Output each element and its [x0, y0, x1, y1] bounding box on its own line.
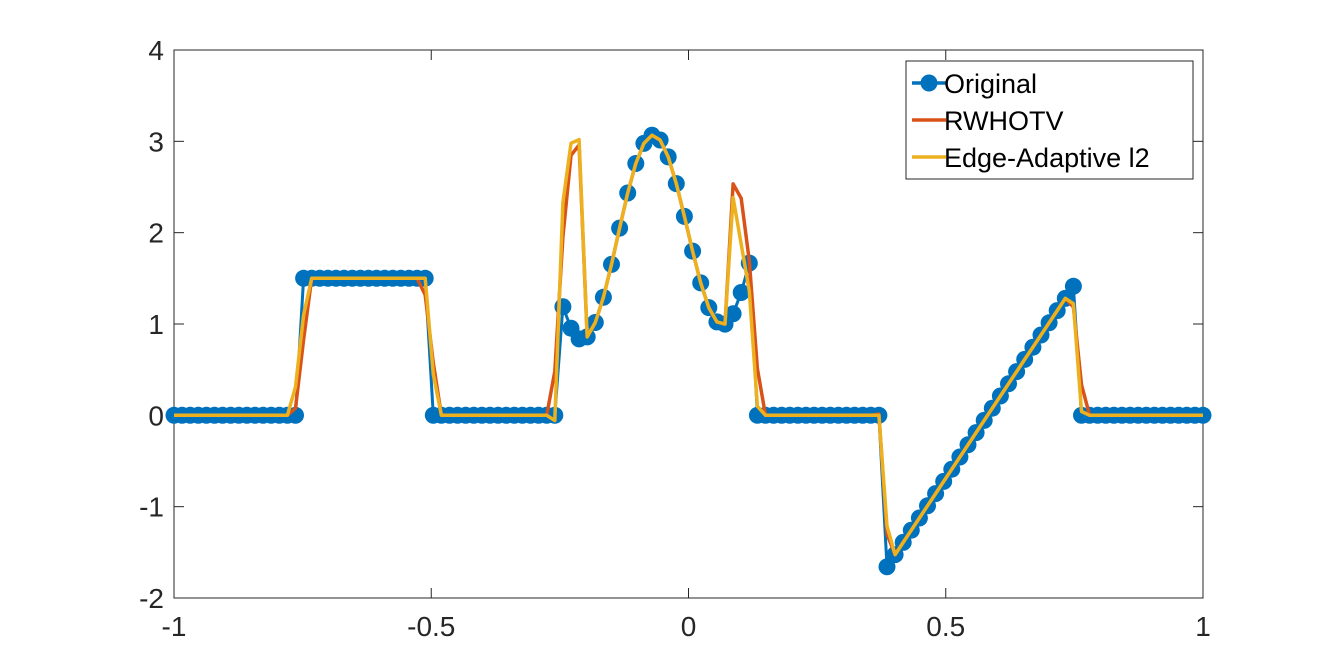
plot-area [165, 126, 1212, 576]
legend-label: Edge-Adaptive l2 [944, 143, 1150, 173]
x-tick-label: -0.5 [407, 611, 455, 642]
y-tick-label: 0 [148, 400, 164, 431]
legend-box [905, 60, 1194, 180]
series-edge-adaptive-l2-line [174, 133, 1203, 557]
x-tick-label: 0.5 [926, 611, 965, 642]
y-tick-label: -1 [139, 492, 164, 523]
x-tick-label: 1 [1195, 611, 1211, 642]
y-tick-label: 2 [148, 218, 164, 249]
x-tick-label: 0 [681, 611, 697, 642]
legend-label: Original [944, 69, 1037, 99]
legend-marker [920, 74, 938, 92]
y-tick-label: 4 [148, 35, 164, 66]
series-original-point [878, 558, 896, 576]
legend: Original RWHOTV Edge-Adaptive l2 [905, 60, 1194, 180]
series-original-point [732, 284, 750, 301]
series-original-point [724, 305, 742, 323]
y-tick-label: -2 [139, 583, 164, 614]
y-tick-label: 3 [148, 126, 164, 157]
x-tick-label: -1 [162, 611, 187, 642]
legend-label: RWHOTV [944, 106, 1064, 136]
series-original-point [1064, 277, 1082, 295]
y-tick-label: 1 [148, 309, 164, 340]
